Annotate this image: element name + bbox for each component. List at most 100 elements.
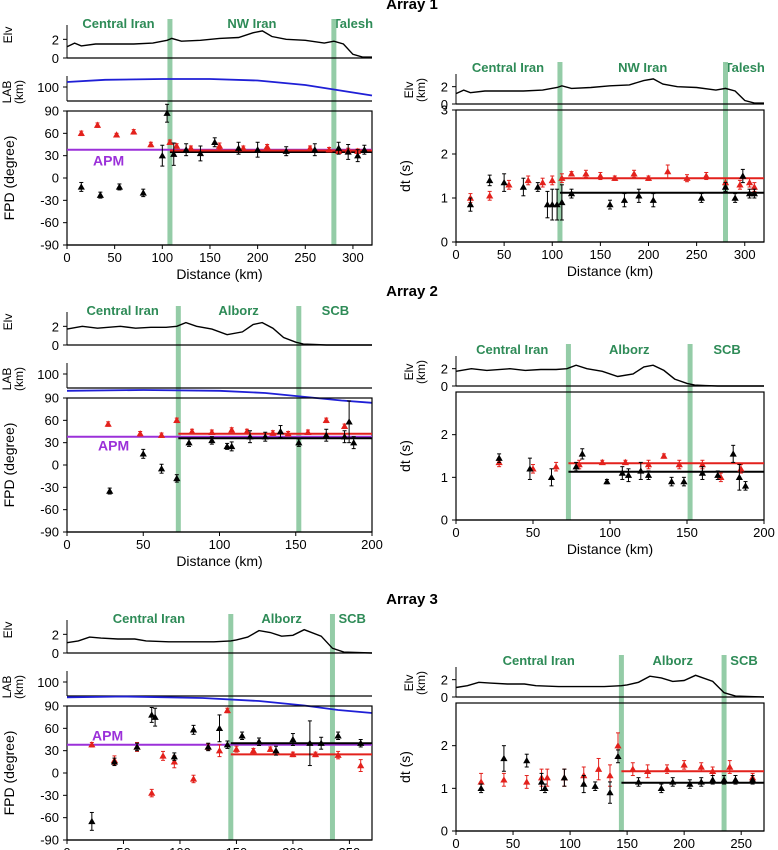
x-tick-label: 50 (107, 250, 121, 265)
dt-red-point (680, 761, 688, 768)
fpd-black-point (345, 418, 353, 425)
dt-black-point (553, 201, 561, 208)
x-tick-label: 250 (339, 845, 361, 850)
dt-red-point (614, 742, 622, 749)
x-tick-label: 50 (136, 537, 150, 552)
dt-red-point (629, 765, 637, 772)
dt-elevation-profile (455, 78, 764, 104)
lab-y-tick-label: 100 (37, 367, 59, 382)
fpd-y-tick-label: 60 (45, 126, 59, 141)
region-label: SCB (713, 342, 740, 357)
fpd-red-point (148, 789, 156, 796)
dt-red-point (737, 465, 745, 472)
boundary-band (331, 19, 337, 245)
fpd-y-tick-label: -30 (40, 480, 59, 495)
x-axis-title: Distance (km) (567, 541, 653, 557)
dt-red-point (505, 181, 513, 188)
fpd-black-point (185, 439, 193, 446)
fpd-black-point (335, 144, 343, 151)
dt-red-point (596, 172, 604, 179)
dt-axis-title: dt (s) (397, 160, 413, 192)
fpd-red-point (325, 146, 333, 153)
fpd-y-tick-label: -60 (40, 502, 59, 517)
dt-black-point (606, 201, 614, 208)
fpd-black-point (322, 431, 330, 438)
fpd-y-tick-label: -90 (40, 833, 59, 848)
dt-red-point (524, 176, 532, 184)
dt-elv-axis-unit: (km) (414, 360, 428, 384)
fpd-black-point (182, 146, 190, 153)
fpd-black-point (295, 439, 303, 446)
region-label: Central Iran (503, 653, 575, 668)
fpd-black-point (204, 743, 212, 750)
region-label: Central Iran (113, 611, 185, 626)
fpd-black-point (357, 739, 365, 746)
dt-black-point (680, 478, 688, 485)
fpd-black-point (317, 739, 325, 746)
dt-frame (455, 109, 765, 243)
fpd-y-tick-label: 30 (45, 435, 59, 450)
fpd-red-point (223, 706, 232, 714)
dt-elv-y-tick-label: 0 (441, 97, 448, 112)
fpd-y-tick-label: 90 (45, 391, 59, 406)
fpd-red-point (130, 128, 138, 135)
dt-red-point (698, 460, 706, 468)
apm-label: APM (98, 438, 129, 454)
dt-red-point (736, 181, 744, 188)
fpd-red-point (170, 758, 178, 765)
x-tick-label: 50 (526, 525, 540, 540)
dt-y-tick-label: 0 (441, 235, 448, 250)
fpd-y-tick-label: 0 (52, 766, 59, 781)
fpd-red-point (173, 416, 181, 424)
dt-black-point (537, 778, 546, 785)
fpd-black-point (344, 148, 352, 155)
dt-frame (455, 391, 765, 521)
dt-black-point (523, 757, 531, 764)
fpd-y-tick-label: -30 (40, 193, 59, 208)
dt-black-point (739, 172, 747, 179)
dt-red-point (594, 765, 603, 772)
dt-black-point (500, 179, 508, 186)
x-tick-label: 150 (616, 836, 638, 850)
x-tick-label: 100 (541, 247, 563, 262)
dt-red-point (598, 458, 606, 466)
x-tick-label: 0 (452, 836, 459, 850)
lab-axis-unit: (km) (12, 675, 26, 699)
fpd-black-point (151, 713, 159, 720)
fpd-red-point (188, 427, 196, 435)
dt-red-point (621, 458, 629, 466)
fpd-red-point (136, 430, 144, 437)
lab-y-tick-label: 100 (37, 675, 59, 690)
x-tick-label: 200 (361, 537, 383, 552)
region-label: Alborz (261, 611, 302, 626)
dt-black-point (731, 776, 740, 783)
fpd-red-point (239, 144, 247, 151)
dt-red-point (726, 763, 734, 770)
dt-black-point (500, 754, 508, 762)
dt-red-point (717, 473, 725, 481)
region-label: Alborz (218, 303, 259, 318)
dt-y-tick-label: 3 (441, 103, 448, 118)
boundary-band (296, 306, 302, 532)
dt-axis-title: dt (s) (397, 751, 413, 783)
fpd-black-point (254, 146, 262, 153)
dt-red-point (611, 174, 619, 181)
x-tick-label: 100 (599, 525, 621, 540)
dt-black-point (649, 196, 657, 203)
fpd-black-point (157, 465, 166, 472)
fpd-black-point (189, 726, 198, 733)
x-tick-label: 200 (247, 250, 269, 265)
dt-black-point (548, 201, 556, 208)
x-tick-label: 50 (116, 845, 130, 850)
fpd-black-point (272, 747, 280, 754)
dt-black-point (526, 465, 534, 472)
fpd-red-point (284, 430, 292, 437)
fpd-red-point (306, 144, 314, 151)
dt-elevation-profile (455, 674, 765, 698)
fpd-axis-title: FPD (degree) (1, 423, 17, 508)
fpd-black-point (228, 442, 236, 450)
boundary-band (721, 655, 727, 831)
dt-black-point (519, 183, 527, 190)
x-tick-label: 300 (342, 250, 364, 265)
lab-axis-unit: (km) (12, 367, 26, 391)
